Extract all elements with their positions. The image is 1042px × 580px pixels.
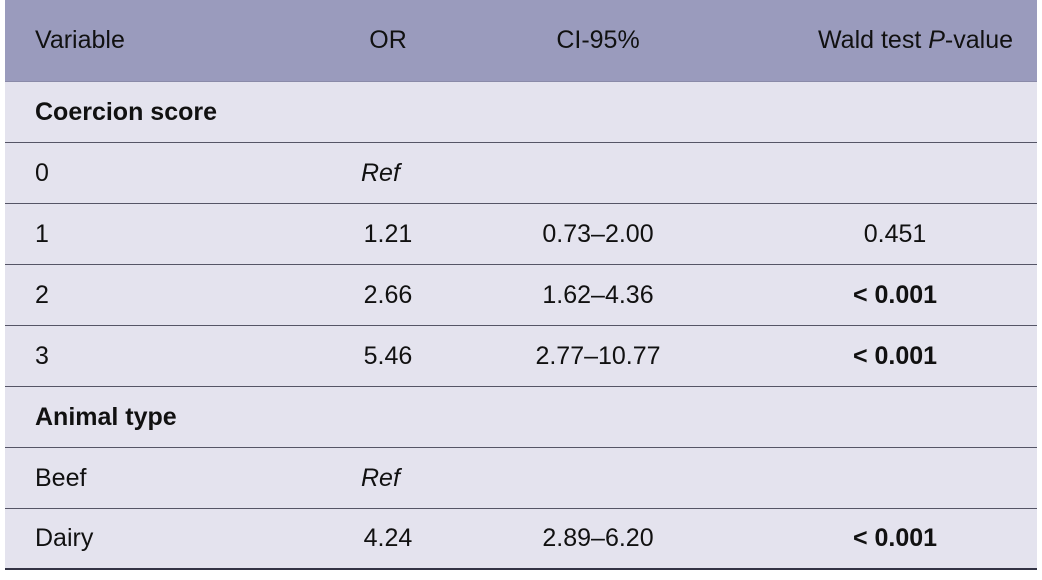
- section-row-animal: Animal type: [5, 387, 1037, 448]
- or-cell: Ref: [361, 158, 400, 187]
- header-variable: Variable: [35, 26, 125, 54]
- variable-cell: Dairy: [35, 524, 94, 552]
- variable-cell: 1: [35, 219, 49, 248]
- p-value-cell: [765, 143, 1025, 203]
- header-ci: CI-95%: [556, 26, 640, 54]
- table-row: Beef Ref: [5, 448, 1037, 509]
- variable-cell: 2: [35, 280, 49, 309]
- p-value-cell: [765, 448, 1025, 508]
- header-p-value: Wald test P -value: [765, 0, 1013, 81]
- or-cell: 2.66: [363, 280, 413, 309]
- p-value-cell: < 0.001: [852, 341, 938, 370]
- ci-cell: 2.77–10.77: [535, 341, 661, 370]
- p-value-cell: 0.451: [863, 219, 927, 248]
- table-row: Dairy 4.24 2.89–6.20 < 0.001: [5, 509, 1037, 570]
- or-cell: 4.24: [363, 524, 413, 552]
- ci-cell: 1.62–4.36: [542, 280, 654, 309]
- or-cell: 5.46: [363, 341, 413, 370]
- table-row: 0 Ref: [5, 143, 1037, 204]
- ci-cell: 0.73–2.00: [542, 219, 654, 248]
- table-row: 1 1.21 0.73–2.00 0.451: [5, 204, 1037, 265]
- variable-cell: 3: [35, 341, 49, 370]
- header-p-prefix: Wald test: [818, 26, 929, 54]
- p-value-cell: < 0.001: [852, 524, 938, 552]
- table-row: 3 5.46 2.77–10.77 < 0.001: [5, 326, 1037, 387]
- or-cell: 1.21: [363, 219, 413, 248]
- or-cell: Ref: [361, 463, 400, 492]
- section-label: Animal type: [35, 402, 177, 431]
- section-label: Coercion score: [35, 97, 218, 126]
- header-p-suffix: -value: [944, 26, 1013, 54]
- table-row: 2 2.66 1.62–4.36 < 0.001: [5, 265, 1037, 326]
- section-row-coercion: Coercion score: [5, 82, 1037, 143]
- variable-cell: 0: [35, 158, 49, 187]
- header-or: OR: [369, 26, 407, 54]
- ci-cell: [493, 448, 703, 508]
- p-value-cell: < 0.001: [852, 280, 938, 309]
- variable-cell: Beef: [35, 463, 87, 492]
- header-p-italic: P: [928, 26, 945, 54]
- ci-cell: 2.89–6.20: [542, 524, 654, 552]
- ci-cell: [493, 143, 703, 203]
- results-table: Variable OR CI-95% Wald test P -value Coe…: [5, 0, 1037, 570]
- table-header-row: Variable OR CI-95% Wald test P -value: [5, 0, 1037, 82]
